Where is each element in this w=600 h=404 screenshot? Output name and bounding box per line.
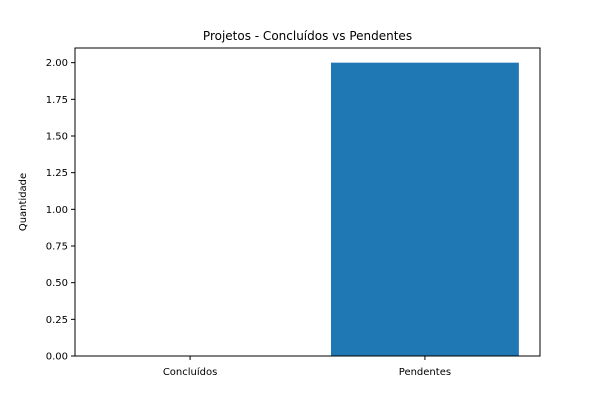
y-axis-ticks: 0.00 0.25 0.50 0.75 1.00 1.25 1.50 1.75 2.00	[46, 58, 75, 363]
y-tick-label: 0.75	[46, 242, 68, 253]
x-axis-ticks: Concluídos Pendentes	[163, 356, 451, 378]
plot-frame	[74, 47, 541, 357]
y-tick-label: 1.75	[46, 95, 68, 106]
y-tick-label: 0.00	[46, 352, 68, 363]
chart-title: Projetos - Concluídos vs Pendentes	[203, 29, 412, 43]
y-tick-label: 0.25	[46, 315, 68, 326]
y-tick-label: 1.50	[46, 132, 68, 143]
y-tick-label: 1.00	[46, 205, 68, 216]
bar-pendentes	[330, 62, 519, 357]
y-axis-label: Quantidade	[18, 173, 29, 231]
y-tick-label: 1.25	[46, 168, 68, 179]
x-tick-label: Pendentes	[399, 367, 451, 378]
x-tick-label: Concluídos	[163, 366, 218, 378]
bars-layer	[330, 62, 519, 357]
y-tick-label: 0.50	[46, 278, 68, 289]
y-tick-label: 2.00	[46, 58, 68, 69]
